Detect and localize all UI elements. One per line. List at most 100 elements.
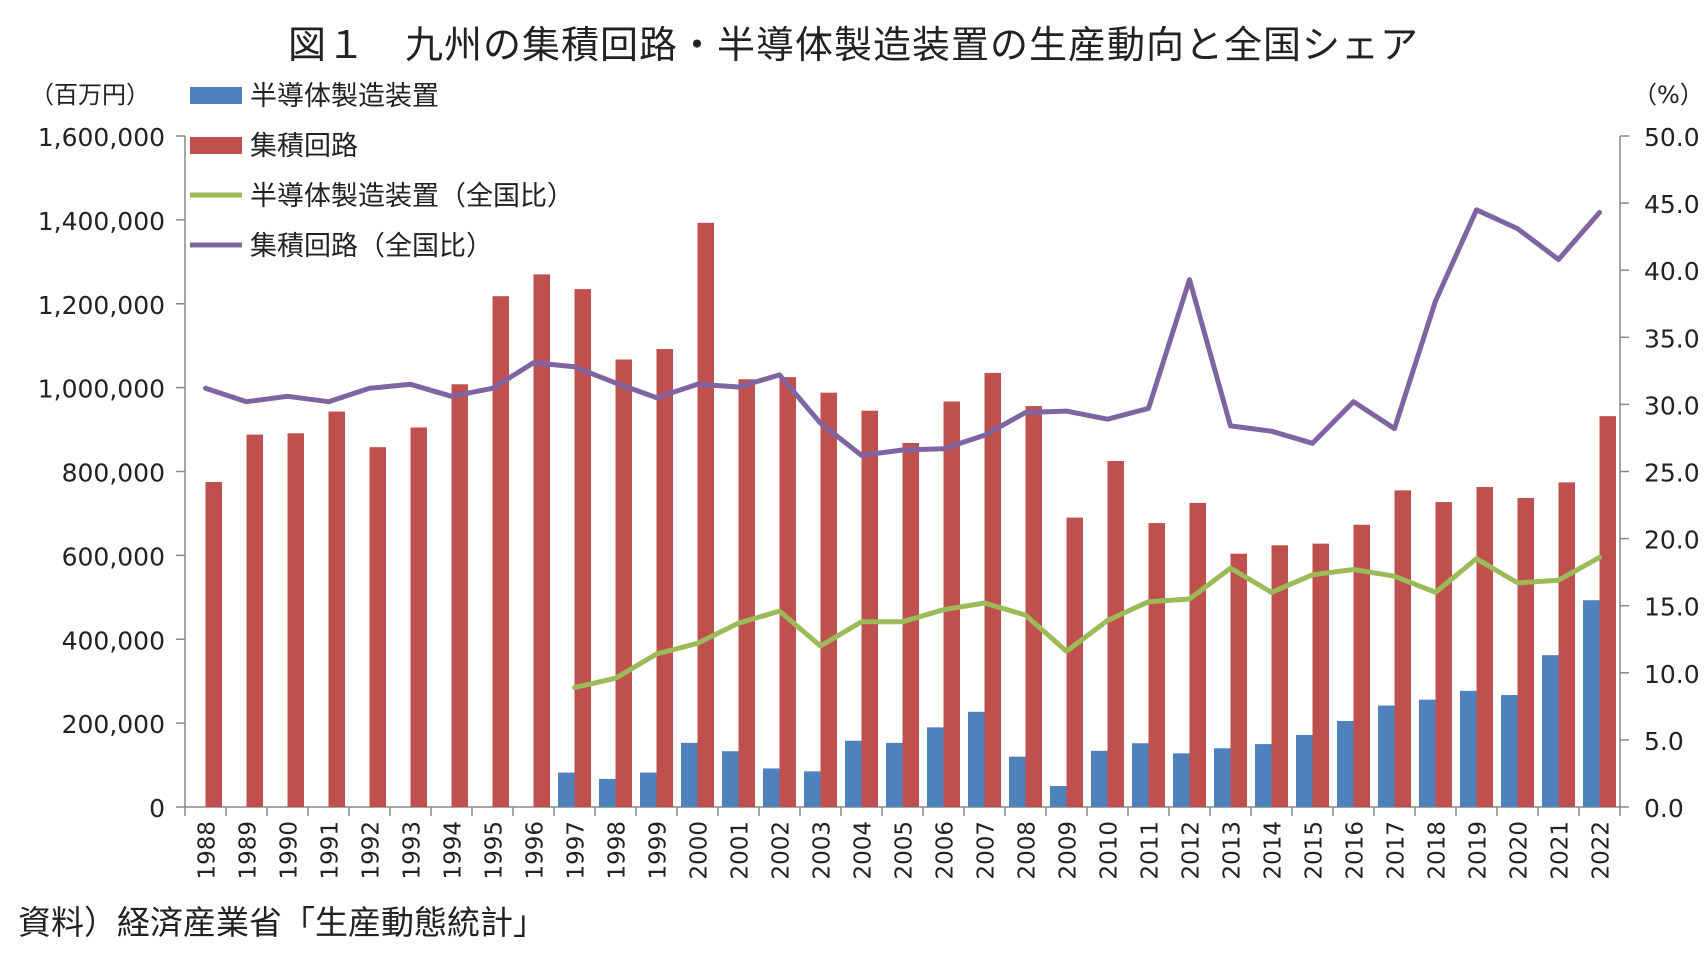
legend-label: 集積回路（全国比） [250, 231, 493, 262]
x-axis-tick-label: 2012 [1179, 821, 1205, 880]
right-axis-tick-label: 45.0 [1644, 190, 1700, 219]
left-axis-tick-label: 600,000 [62, 542, 165, 571]
bar-ic [328, 411, 345, 807]
bar-equipment [1214, 748, 1231, 807]
bar-equipment [599, 778, 616, 807]
bar-ic [533, 274, 550, 807]
x-axis-tick-label: 2018 [1425, 821, 1451, 880]
bar-equipment [1255, 744, 1272, 807]
left-axis-tick-label: 400,000 [62, 626, 165, 655]
right-axis-tick-label: 30.0 [1644, 391, 1700, 420]
x-axis-tick-label: 1991 [318, 821, 344, 880]
x-axis-tick-label: 2008 [1015, 821, 1041, 880]
right-axis-tick-label: 0.0 [1644, 794, 1684, 823]
legend-label: 半導体製造装置（全国比） [250, 181, 574, 212]
x-axis-tick-label: 2017 [1384, 821, 1410, 880]
bar-equipment [927, 727, 944, 807]
legend-swatch [190, 87, 242, 104]
bar-ic [902, 442, 919, 807]
bar-ic [492, 296, 509, 807]
bar-equipment [640, 772, 657, 807]
bar-equipment [845, 740, 862, 807]
x-axis-tick-label: 2021 [1548, 821, 1574, 880]
bar-equipment [1583, 600, 1600, 807]
bar-equipment [968, 711, 985, 807]
x-axis-tick-label: 2000 [687, 821, 713, 880]
legend-swatch [190, 137, 242, 154]
x-axis-tick-label: 2005 [892, 821, 918, 880]
line-ic-share [203, 207, 1602, 458]
line-equipment-share [572, 554, 1602, 691]
left-axis-tick-label: 800,000 [62, 459, 165, 488]
x-axis-tick-label: 2010 [1097, 821, 1123, 880]
bar-ic [369, 447, 386, 807]
right-axis-tick-label: 10.0 [1644, 660, 1700, 689]
bar-ic [574, 289, 591, 807]
left-axis-tick-label: 1,600,000 [38, 123, 165, 152]
bar-equipment [558, 772, 575, 807]
left-axis-unit-label: （百万円） [30, 81, 150, 109]
right-axis-tick-label: 15.0 [1644, 593, 1700, 622]
bar-equipment [1337, 721, 1354, 807]
x-axis-tick-label: 2019 [1466, 821, 1492, 880]
x-axis-tick-label: 1989 [236, 821, 262, 880]
bar-equipment [1501, 695, 1518, 807]
bar-ic [1353, 524, 1370, 807]
x-axis-tick-label: 2022 [1589, 821, 1615, 880]
x-axis-tick-label: 2007 [974, 821, 1000, 880]
bar-ic [779, 377, 796, 807]
bar-ic [1476, 487, 1493, 807]
left-axis-tick-label: 200,000 [62, 710, 165, 739]
source-note: 資料）経済産業省「生産動態統計」 [18, 903, 546, 942]
bar-ic [1189, 502, 1206, 807]
left-axis-tick-label: 1,200,000 [38, 291, 165, 320]
x-axis-tick-label: 1995 [482, 821, 508, 880]
right-axis-tick-label: 50.0 [1644, 123, 1700, 152]
bar-ic [451, 384, 468, 807]
bar-equipment [1460, 690, 1477, 807]
bar-ic [1558, 482, 1575, 807]
bar-equipment [1091, 750, 1108, 807]
x-axis-tick-label: 2003 [810, 821, 836, 880]
x-axis-tick-label: 2011 [1138, 821, 1164, 880]
x-axis-tick-label: 2015 [1302, 821, 1328, 880]
bar-equipment [1542, 655, 1559, 807]
x-axis-tick-label: 1992 [359, 821, 385, 880]
bar-ic [205, 481, 222, 807]
bar-ic [943, 401, 960, 807]
x-axis-tick-label: 2016 [1343, 821, 1369, 880]
x-axis-tick-label: 1993 [400, 821, 426, 880]
bar-ic [615, 359, 632, 807]
bar-ic [1435, 502, 1452, 807]
x-axis-tick-label: 1996 [523, 821, 549, 880]
bar-ic [1394, 490, 1411, 807]
bar-equipment [1173, 753, 1190, 807]
bar-equipment [763, 768, 780, 807]
bar-ic [1107, 461, 1124, 807]
bar-equipment [722, 751, 739, 807]
left-axis-tick-label: 1,000,000 [38, 375, 165, 404]
x-axis-tick-label: 2014 [1261, 821, 1287, 880]
bar-equipment [1378, 705, 1395, 807]
x-axis-tick-label: 2004 [851, 821, 877, 880]
right-axis-tick-label: 25.0 [1644, 459, 1700, 488]
x-axis-tick-label: 2009 [1056, 821, 1082, 880]
x-axis-tick-label: 2006 [933, 821, 959, 880]
bar-ic [656, 349, 673, 807]
bar-ic [861, 410, 878, 807]
bar-equipment [681, 742, 698, 807]
bar-ic [1312, 543, 1329, 807]
bar-ic [1148, 523, 1165, 807]
bar-ic [1517, 497, 1534, 807]
bar-ic [697, 222, 714, 808]
bar-ic [1066, 517, 1083, 807]
bar-ic [1230, 553, 1247, 807]
x-axis-tick-label: 1999 [646, 821, 672, 880]
bar-equipment [1132, 743, 1149, 807]
right-axis-tick-label: 5.0 [1644, 727, 1684, 756]
x-axis-tick-label: 1990 [277, 821, 303, 880]
bar-ic [410, 427, 427, 807]
bar-equipment [1009, 756, 1026, 807]
bar-equipment [1296, 734, 1313, 807]
x-axis-tick-label: 1998 [605, 821, 631, 880]
